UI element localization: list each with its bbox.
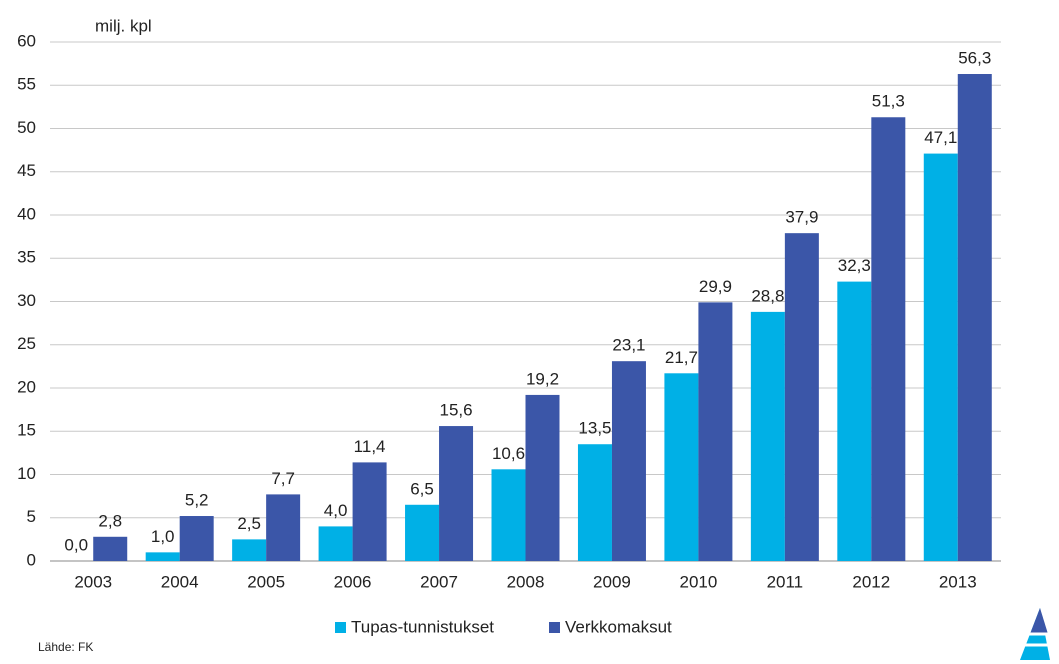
value-label: 2,8 — [98, 511, 122, 530]
bar — [698, 302, 733, 561]
x-tick-label: 2004 — [161, 572, 199, 591]
bar — [577, 444, 612, 561]
value-label: 6,5 — [410, 479, 434, 498]
bar — [405, 504, 440, 561]
bar — [750, 311, 785, 561]
x-tick-label: 2010 — [679, 572, 717, 591]
x-tick-label: 2007 — [420, 572, 458, 591]
y-tick-label: 0 — [27, 550, 36, 569]
bar — [837, 281, 872, 561]
bar — [664, 373, 699, 561]
x-tick-label: 2005 — [247, 572, 285, 591]
value-label: 5,2 — [185, 491, 209, 510]
y-tick-label: 30 — [17, 291, 36, 310]
x-tick-label: 2013 — [939, 572, 977, 591]
x-tick-label: 2006 — [334, 572, 372, 591]
x-tick-label: 2003 — [74, 572, 112, 591]
value-label: 32,3 — [838, 256, 871, 275]
value-label: 29,9 — [699, 277, 732, 296]
bar — [145, 552, 180, 561]
value-label: 4,0 — [324, 501, 348, 520]
value-label: 1,0 — [151, 527, 175, 546]
x-tick-label: 2012 — [852, 572, 890, 591]
value-label: 28,8 — [751, 286, 784, 305]
legend-label: Verkkomaksut — [565, 617, 672, 636]
value-label: 37,9 — [785, 208, 818, 227]
value-label: 19,2 — [526, 369, 559, 388]
x-tick-label: 2008 — [507, 572, 545, 591]
value-label: 51,3 — [872, 92, 905, 111]
value-label: 7,7 — [271, 469, 295, 488]
x-tick-label: 2011 — [767, 572, 804, 591]
y-tick-label: 20 — [17, 377, 36, 396]
bar — [611, 361, 646, 561]
y-tick-label: 25 — [17, 334, 36, 353]
y-tick-label: 55 — [17, 75, 36, 94]
logo — [1020, 608, 1052, 660]
bar — [923, 153, 958, 561]
legend-label: Tupas-tunnistukset — [351, 617, 494, 636]
y-tick-label: 45 — [17, 161, 36, 180]
value-label: 13,5 — [578, 419, 611, 438]
bar — [318, 526, 353, 561]
bar — [439, 426, 474, 561]
value-label: 47,1 — [924, 128, 957, 147]
bar — [232, 539, 267, 561]
bar — [784, 233, 819, 562]
y-tick-label: 60 — [17, 31, 36, 50]
bar — [871, 117, 906, 561]
y-tick-label: 40 — [17, 204, 36, 223]
value-label: 10,6 — [492, 444, 525, 463]
value-label: 0,0 — [64, 535, 88, 554]
bar — [957, 74, 992, 561]
value-label: 2,5 — [237, 514, 261, 533]
value-label: 21,7 — [665, 348, 698, 367]
source-note: Lähde: FK — [38, 640, 93, 654]
x-tick-label: 2009 — [593, 572, 631, 591]
bar — [266, 494, 301, 561]
axis-unit-label: milj. kpl — [95, 16, 152, 35]
value-label: 15,6 — [439, 401, 472, 420]
value-label: 23,1 — [612, 336, 645, 355]
legend-swatch — [549, 622, 560, 633]
bar — [352, 462, 387, 561]
y-tick-label: 5 — [27, 507, 36, 526]
y-tick-label: 50 — [17, 118, 36, 137]
legend-swatch — [335, 622, 346, 633]
bar — [491, 469, 526, 561]
value-label: 11,4 — [354, 437, 386, 456]
y-tick-label: 15 — [17, 421, 36, 440]
value-label: 56,3 — [958, 48, 991, 67]
y-tick-label: 10 — [17, 464, 36, 483]
bar — [525, 394, 560, 561]
bar — [93, 536, 128, 561]
y-tick-label: 35 — [17, 248, 36, 267]
bar — [179, 516, 214, 561]
